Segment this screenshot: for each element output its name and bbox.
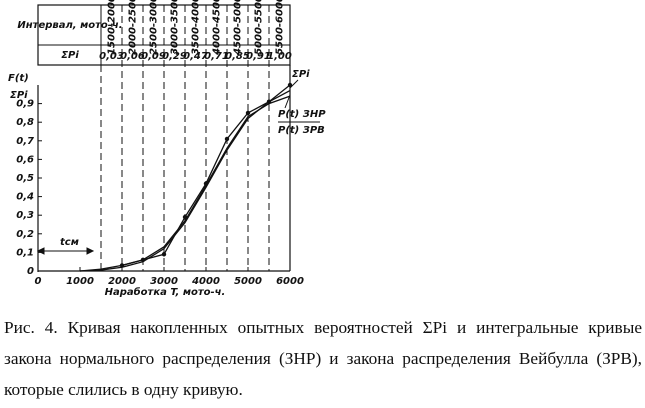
annotation-tcm: tсм [60, 237, 79, 248]
y-tick-label: 0,6 [16, 154, 34, 165]
y-tick-label: 0,2 [16, 229, 34, 240]
interval-label: 1500-2000 [107, 0, 118, 55]
y-tick-label: 0 [27, 266, 34, 277]
table-header-label: Интервал, мото-ч. [17, 20, 122, 31]
point [287, 82, 293, 88]
interval-label: 2500-3000 [149, 0, 160, 55]
interval-label: 4500-5000 [233, 0, 244, 56]
y-axis-label: F(t) [8, 73, 29, 84]
table-row-label: ΣPi [61, 50, 79, 61]
interval-label: 4000-4500 [212, 0, 223, 56]
table-value: 0,06 [120, 51, 145, 62]
x-tick-label: 5000 [234, 276, 262, 287]
table-value: 1,00 [267, 51, 292, 62]
tcm-arrow [36, 247, 95, 255]
table-value: 0,09 [141, 51, 166, 62]
interval-label: 3000-3500 [170, 0, 181, 55]
x-axis-label: Наработка T, мото-ч. [105, 286, 226, 298]
table-value: 0,71 [204, 51, 229, 62]
y-tick-label: 0,4 [16, 192, 34, 203]
x-tick-label: 6000 [276, 276, 304, 287]
curve [79, 95, 291, 272]
table-value: 0,47 [183, 51, 208, 62]
y-axis-label-2: ΣPi [10, 90, 28, 101]
x-tick-label: 1000 [66, 276, 94, 287]
x-tick-label: 0 [35, 276, 42, 287]
point [245, 110, 251, 116]
interval-label: 5000-5500 [254, 0, 265, 55]
table-value: 0,91 [246, 51, 271, 62]
x-tick-label: 3000 [150, 276, 178, 287]
table-value: 0,03 [99, 51, 124, 62]
table-value: 0,85 [225, 51, 250, 62]
x-tick-label: 4000 [191, 276, 220, 287]
y-tick-label: 0,7 [16, 136, 34, 147]
interval-label: 2000-2500 [128, 0, 139, 55]
figure: Интервал, мото-ч. ΣPi F(t) ΣPi Наработка… [8, 0, 326, 298]
caption: Рис. 4. Кривая накопленных опытных вероя… [4, 318, 642, 399]
y-tick-label: 0,9 [16, 99, 34, 110]
y-tick-label: 0,8 [16, 117, 34, 128]
interval-label: 5500-6000 [275, 0, 286, 55]
x-tick-label: 2000 [108, 276, 136, 287]
y-tick-label: 0,1 [16, 247, 34, 258]
zrv-annotation: P(t) ЗРВ [278, 125, 325, 136]
leader [284, 94, 291, 109]
point [161, 252, 167, 257]
interval-label: 3500-4000 [191, 0, 202, 55]
y-tick-label: 0,3 [16, 210, 34, 221]
table-value: 0,29 [162, 51, 187, 62]
point [224, 136, 230, 142]
y-tick-label: 0,5 [16, 173, 34, 184]
sum-annotation: ΣPi [292, 69, 310, 80]
znr-annotation: P(t) ЗНР [278, 109, 326, 120]
